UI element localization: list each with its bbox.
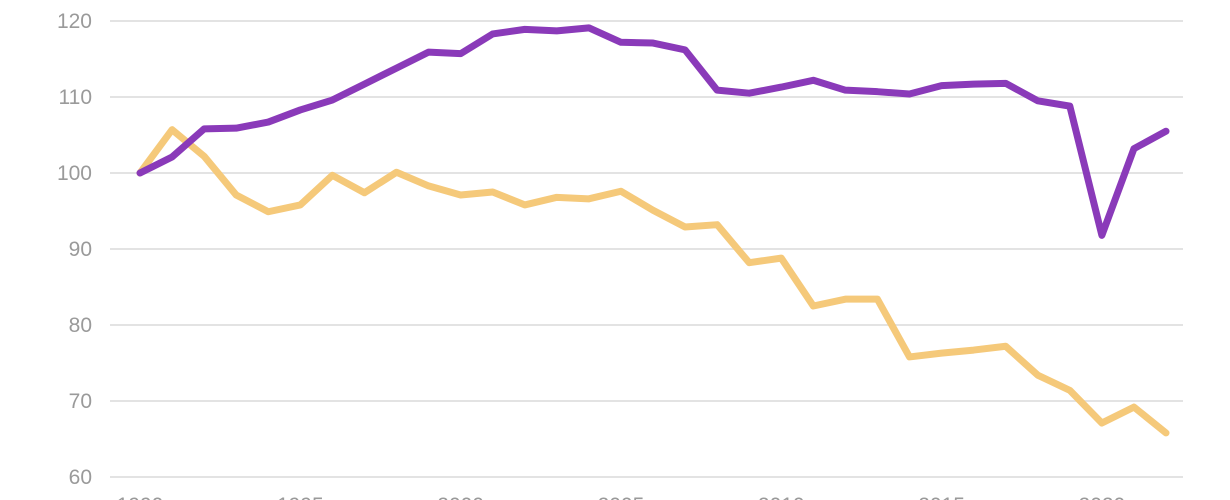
- y-tick-label: 120: [57, 10, 92, 33]
- purple-series-line: [136, 24, 1170, 239]
- x-tick-label: 2020: [1079, 494, 1126, 500]
- y-tick-label: 80: [69, 314, 92, 337]
- x-tick-label: 2010: [758, 494, 805, 500]
- y-tick-label: 100: [57, 162, 92, 185]
- yellow-series-line: [136, 126, 1170, 437]
- y-tick-label: 60: [69, 466, 92, 489]
- x-tick-label: 1990: [117, 494, 164, 500]
- x-tick-label: 2000: [437, 494, 484, 500]
- y-tick-label: 110: [59, 86, 92, 109]
- x-tick-label: 1995: [277, 494, 324, 500]
- x-tick-label: 2015: [918, 494, 965, 500]
- y-tick-label: 90: [69, 238, 92, 261]
- y-tick-label: 70: [69, 390, 92, 413]
- x-tick-label: 2005: [598, 494, 645, 500]
